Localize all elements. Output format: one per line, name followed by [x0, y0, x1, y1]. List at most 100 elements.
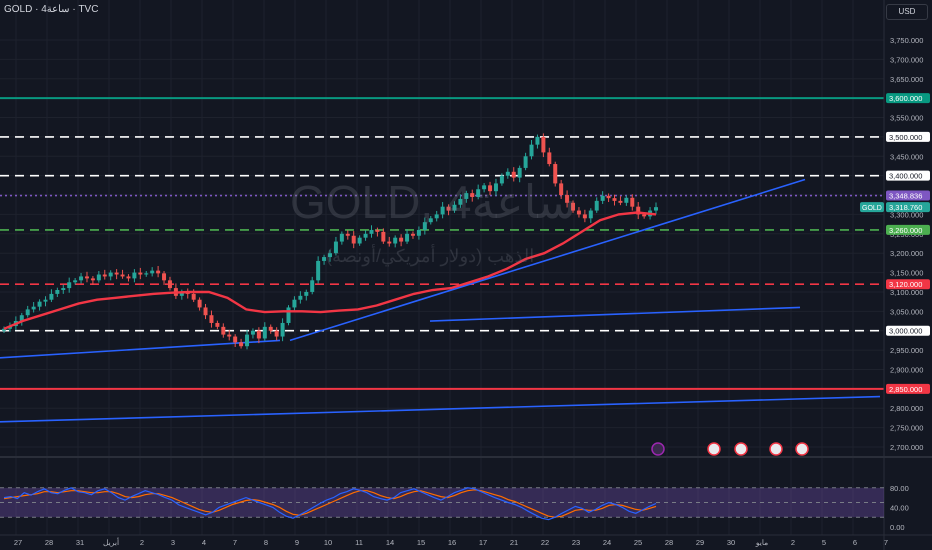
candle-body: [2, 328, 6, 331]
candle-body: [387, 241, 392, 244]
candle-body: [31, 306, 36, 310]
candle-body: [470, 193, 475, 197]
price-tag-label: 3,318.760: [889, 203, 922, 212]
candle-body: [434, 214, 439, 219]
price-axis-label: 2,950.000: [890, 346, 923, 355]
candle-body: [61, 288, 66, 291]
time-axis-label: 24: [603, 538, 611, 547]
candle-body: [25, 309, 30, 316]
price-tag: [886, 383, 930, 394]
oscillator-d-line: [3, 489, 657, 518]
time-axis-label: 10: [324, 538, 332, 547]
candle-body: [565, 195, 570, 203]
candle-body: [654, 207, 658, 211]
candle-body: [310, 280, 315, 292]
candle-body: [37, 301, 42, 307]
candle-body: [428, 218, 433, 223]
currency-button[interactable]: USD: [886, 4, 928, 20]
candle-body: [636, 206, 641, 215]
time-axis-label: 28: [45, 538, 53, 547]
candle-body: [286, 307, 291, 323]
time-axis-label: 2: [140, 538, 144, 547]
price-axis-label: 3,700.000: [890, 55, 923, 64]
candle-body: [410, 233, 415, 236]
candle-body: [416, 229, 421, 236]
candle-body: [464, 193, 469, 199]
candle-body: [642, 214, 647, 217]
event-flag-icon: [769, 442, 783, 456]
event-flag-icon: [734, 442, 748, 456]
price-tag: [886, 170, 930, 181]
candle-body: [209, 315, 214, 323]
time-axis-label: 14: [386, 538, 394, 547]
candle-body: [221, 326, 226, 335]
price-axis-label: 3,150.000: [890, 269, 923, 278]
event-lightning-icon: [651, 442, 665, 456]
candle-body: [292, 299, 297, 308]
candle-body: [167, 280, 172, 289]
candle-body: [215, 322, 220, 327]
time-axis-label: 30: [727, 538, 735, 547]
candle-body: [630, 197, 635, 207]
candle-body: [541, 136, 546, 153]
candle-body: [144, 273, 149, 275]
candle-body: [156, 270, 161, 274]
time-axis-label: 28: [665, 538, 673, 547]
trendline: [289, 178, 806, 342]
candle-body: [138, 272, 143, 275]
candle-body: [458, 198, 463, 205]
candle-body: [571, 202, 576, 211]
candle-body: [523, 156, 528, 168]
candle-body: [179, 291, 184, 296]
moving-average-line: [3, 211, 657, 330]
time-axis-label: 11: [355, 538, 363, 547]
candle-body: [446, 206, 451, 211]
symbol-tag-label: GOLD: [862, 205, 882, 212]
price-tag-label: 3,260.000: [889, 226, 922, 235]
time-axis-label: 9: [295, 538, 299, 547]
candle-body: [517, 167, 522, 178]
candle-body: [369, 229, 374, 234]
price-tag-label: 3,600.000: [889, 94, 922, 103]
time-axis-label: 25: [634, 538, 642, 547]
candle-body: [268, 326, 273, 331]
time-axis-label: 5: [822, 538, 826, 547]
candle-body: [363, 233, 368, 238]
candle-body: [333, 241, 338, 254]
time-axis-label: 16: [448, 538, 456, 547]
candle-body: [612, 198, 617, 201]
price-tag: [886, 131, 930, 142]
candle-body: [399, 237, 404, 242]
candle-body: [505, 171, 510, 176]
candle-body: [126, 276, 131, 279]
price-tag: [886, 93, 930, 104]
candle-body: [482, 185, 487, 190]
candle-body: [576, 210, 581, 215]
price-axis-label: 2,900.000: [890, 365, 923, 374]
oscillator-axis-label: 40.00: [890, 503, 909, 512]
price-axis-label: 2,750.000: [890, 424, 923, 433]
candle-body: [191, 293, 196, 300]
candle-body: [298, 295, 303, 300]
candle-body: [304, 291, 309, 296]
candle-body: [493, 183, 498, 192]
candle-body: [582, 214, 587, 219]
candle-body: [96, 274, 101, 281]
oscillator-axis-label: 80.00: [890, 484, 909, 493]
candle-body: [19, 315, 24, 322]
price-axis: [884, 0, 932, 535]
time-axis-label: 31: [76, 538, 84, 547]
candle-body: [73, 280, 78, 283]
candle-body: [120, 274, 125, 277]
price-axis-label: 3,300.000: [890, 210, 923, 219]
symbol-title[interactable]: GOLD · 4ساعة · TVC: [4, 4, 99, 15]
candle-body: [239, 342, 244, 347]
time-axis-label: 27: [14, 538, 22, 547]
candle-body: [499, 175, 504, 184]
watermark-description: الذهب (دولار أمريكي/أونصة): [326, 246, 535, 266]
symbol-tag: [860, 202, 884, 213]
candle-body: [114, 272, 119, 275]
time-axis-label: مايو: [755, 538, 768, 547]
time-axis-label: 17: [479, 538, 487, 547]
